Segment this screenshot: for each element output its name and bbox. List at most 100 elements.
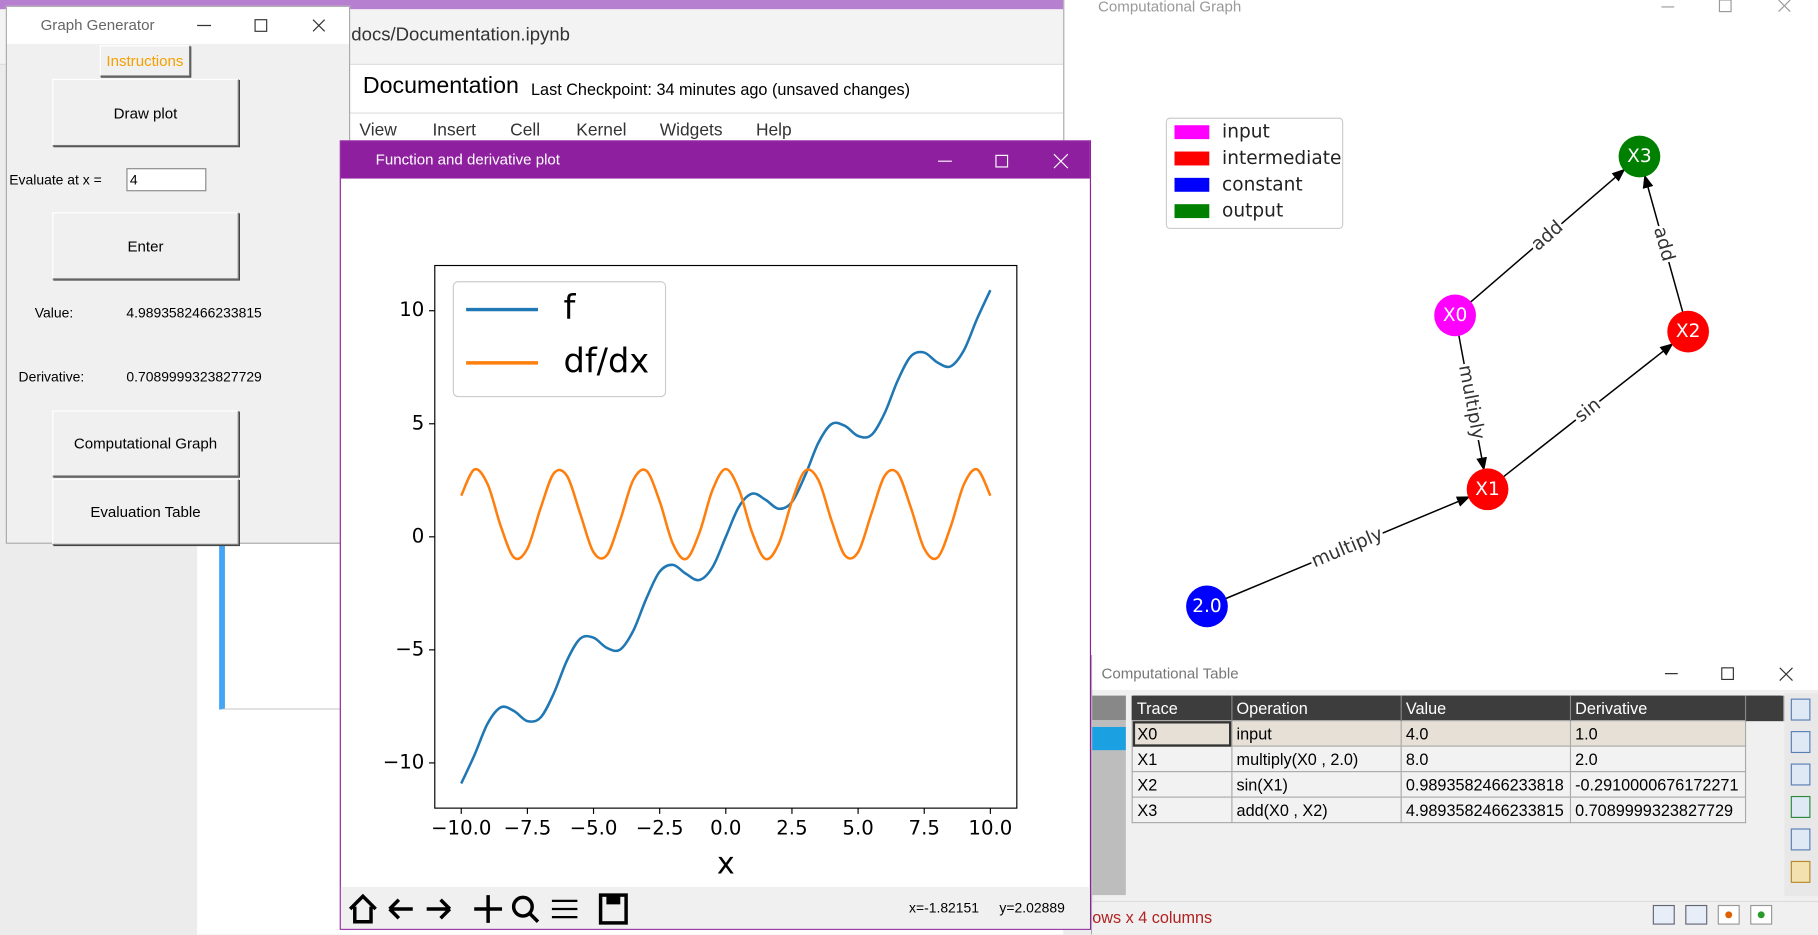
status-x: x=-1.82151	[909, 899, 980, 916]
footer-icons[interactable]	[1651, 903, 1779, 929]
value-label: Value:	[34, 304, 74, 322]
table-cell: 4.0	[1400, 720, 1571, 747]
enter-button[interactable]: Enter	[52, 212, 239, 280]
menu-item[interactable]: Help	[755, 120, 792, 141]
title-bar	[6, 6, 349, 45]
footer-text: ows x 4 columns	[1092, 907, 1213, 927]
graph-node	[1186, 585, 1228, 628]
x-tick-label: −5.0	[570, 816, 618, 839]
table-cell: -0.2910000676172271	[1569, 771, 1746, 798]
instructions-button[interactable]: Instructions	[99, 45, 191, 77]
column-header: Value	[1400, 695, 1571, 721]
table-cell: X2	[1131, 771, 1232, 798]
computational-table-window: Computational Table Trace Operation Value D…	[1091, 655, 1818, 935]
derivative-output: 0.7089999323827729	[126, 368, 262, 385]
x-axis-label: x	[717, 846, 735, 881]
notebook-title[interactable]: Documentation	[362, 73, 519, 99]
series-line	[460, 289, 992, 785]
graph-edge	[1457, 333, 1488, 472]
legend-label: f	[563, 288, 576, 327]
table-cell: 0.7089999323827729	[1569, 796, 1746, 824]
computational-graph-window: Computational Graph multiply multiply sin a…	[1063, 0, 1818, 656]
window-controls[interactable]	[1656, 0, 1807, 14]
graph-edge	[1501, 342, 1675, 479]
edge-label: add	[1527, 217, 1567, 256]
selected-row-index[interactable]	[1092, 726, 1126, 751]
table-cell: X3	[1131, 796, 1232, 824]
draw-plot-button[interactable]: Draw plot	[52, 78, 239, 147]
legend-label: intermediate	[1222, 148, 1341, 169]
window-controls[interactable]	[1660, 664, 1811, 683]
address-text[interactable]: docs/Documentation.ipynb	[351, 25, 570, 46]
data-table: Trace Operation Value Derivative X0 input 4.0 1…	[1131, 695, 1784, 824]
column-header: Derivative	[1569, 695, 1746, 721]
index-header	[1092, 695, 1126, 721]
x-tick-label: −7.5	[503, 816, 551, 839]
axes-frame	[434, 264, 1018, 809]
table-row[interactable]: X0 input 4.0 1.0	[1131, 720, 1784, 747]
series-line	[460, 467, 992, 561]
table-cell: X1	[1131, 745, 1232, 773]
node-label: X1	[1475, 479, 1500, 500]
column-header-spacer	[1744, 695, 1784, 721]
edge-label: sin	[1571, 394, 1605, 427]
toolbar	[340, 886, 1090, 929]
y-tick-label: 0	[412, 524, 425, 547]
node-label: 2.0	[1192, 596, 1222, 617]
browser-tabs	[0, 0, 1818, 10]
menu-item[interactable]: View	[359, 120, 397, 141]
table-cell: input	[1230, 720, 1402, 747]
x-tick-label: −2.5	[636, 816, 684, 839]
title-bar	[1092, 655, 1818, 690]
header-row: Trace Operation Value Derivative	[1132, 695, 1784, 721]
table-cell: 0.9893582466233818	[1400, 771, 1571, 798]
side-toolbar-icons[interactable]	[1788, 697, 1816, 896]
table-cell: 1.0	[1569, 720, 1746, 747]
derivative-label: Derivative:	[18, 368, 85, 385]
value-output: 4.9893582466233815	[126, 304, 262, 322]
edge-label: multiply	[1308, 524, 1386, 572]
x-input[interactable]: 4	[126, 168, 207, 192]
menu-item[interactable]: Insert	[432, 120, 476, 141]
computational-graph-button[interactable]: Computational Graph	[52, 410, 239, 477]
menu-item[interactable]: Cell	[510, 120, 541, 141]
menu-item[interactable]: Widgets	[659, 120, 723, 141]
legend-label: output	[1222, 201, 1283, 222]
table-cell: 4.9893582466233815	[1400, 796, 1571, 824]
graph-node	[1618, 135, 1661, 178]
legend-label: constant	[1222, 174, 1303, 195]
checkpoint: Last Checkpoint: 34 minutes ago (unsaved…	[531, 80, 911, 99]
table-cell: add(X0 , X2)	[1230, 796, 1402, 824]
edge-label: multiply	[1454, 363, 1488, 441]
graph-node	[1434, 294, 1476, 337]
y-tick-label: 5	[412, 411, 425, 434]
x-tick-label: 10.0	[968, 816, 1012, 839]
evaluation-table-button[interactable]: Evaluation Table	[52, 478, 239, 545]
graph-edge	[1642, 174, 1684, 314]
window-controls[interactable]	[192, 16, 331, 35]
plot-window: Function and derivative plot −10.0 −7.5 −5…	[339, 140, 1092, 930]
window-controls[interactable]	[932, 152, 1083, 171]
y-tick-label: −10	[383, 750, 425, 773]
table-row[interactable]: X2 sin(X1) 0.9893582466233818 -0.2910000676…	[1131, 771, 1784, 798]
window-title: Graph Generator	[40, 16, 155, 34]
table-cell: multiply(X0 , 2.0)	[1230, 745, 1402, 773]
table-row[interactable]: X1 multiply(X0 , 2.0) 8.0 2.0	[1131, 745, 1784, 773]
x-tick-label: 5.0	[842, 816, 873, 839]
y-tick-label: 10	[399, 298, 424, 321]
graph-legend-box	[1165, 117, 1344, 229]
column-header: Trace	[1132, 695, 1232, 721]
divider	[197, 112, 1064, 114]
window-title: Function and derivative plot	[375, 150, 560, 169]
graph-edge	[1223, 495, 1471, 600]
toolbar-icons[interactable]	[343, 889, 644, 928]
graph-node	[1466, 468, 1509, 511]
graph-generator-window: Graph Generator Instructions Draw plot E…	[5, 5, 351, 545]
edge-label: add	[1649, 224, 1679, 263]
menu-item[interactable]: Kernel	[576, 120, 627, 141]
table-row[interactable]: X3 add(X0 , X2) 4.9893582466233815 0.708999…	[1131, 796, 1784, 824]
window-title: Computational Table	[1101, 664, 1239, 682]
node-label: X3	[1627, 146, 1652, 167]
chart: −10.0 −7.5 −5.0 −2.5 0.0 2.5 5.0 7.5 10.0 −10 −5 0 5…	[383, 264, 1018, 881]
